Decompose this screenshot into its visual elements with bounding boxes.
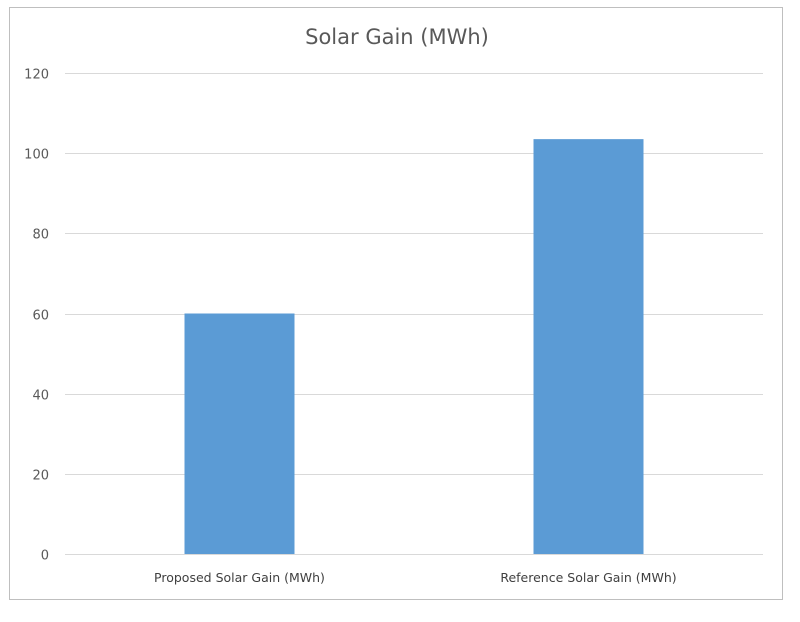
y-tick-label: 120	[24, 68, 49, 83]
x-category-label: Reference Solar Gain (MWh)	[500, 570, 676, 585]
x-category-label: Proposed Solar Gain (MWh)	[154, 570, 325, 585]
y-tick-label: 40	[32, 389, 49, 404]
y-axis-tick-labels: 0 20 40 60 80 100 120	[24, 68, 49, 564]
x-axis-category-labels: Proposed Solar Gain (MWh) Reference Solar…	[154, 570, 677, 585]
chart-frame	[9, 7, 783, 600]
y-tick-label: 60	[32, 309, 49, 324]
y-tick-label: 20	[32, 469, 49, 484]
y-tick-label: 0	[41, 549, 49, 564]
bar	[184, 313, 295, 554]
y-tick-label: 100	[24, 148, 49, 163]
bars	[184, 139, 644, 554]
y-tick-label: 80	[32, 228, 49, 243]
chart-title: Solar Gain (MWh)	[305, 25, 489, 49]
gridlines	[65, 73, 763, 555]
bar	[533, 139, 644, 554]
